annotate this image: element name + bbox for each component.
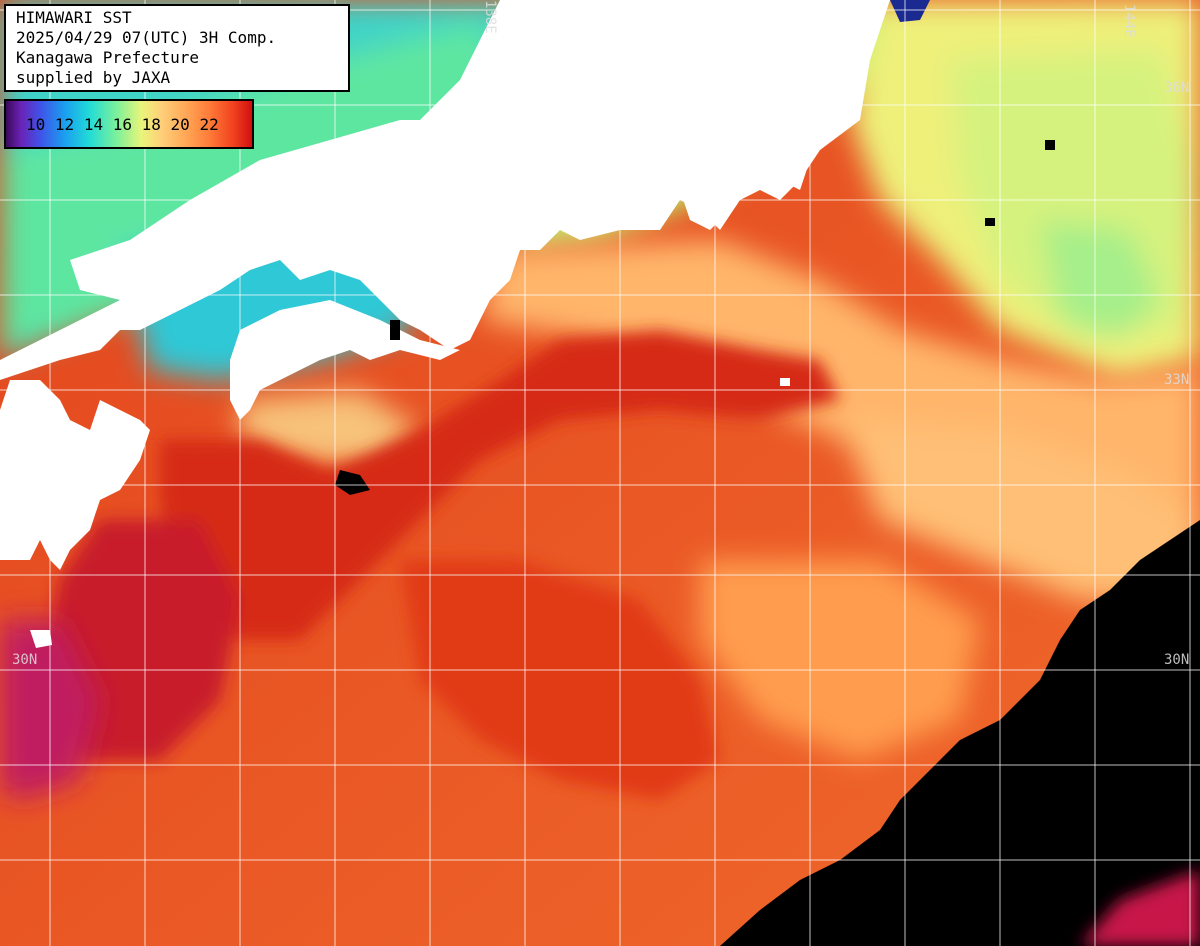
scale-gradient <box>6 101 252 147</box>
title-line-1: HIMAWARI SST <box>16 8 132 27</box>
scale-label-12: 12 <box>54 115 75 134</box>
label-30n-right: 30N <box>1164 652 1190 668</box>
label-33n: 33N <box>1164 372 1190 388</box>
title-line-3: Kanagawa Prefecture <box>16 48 200 67</box>
title-box: HIMAWARI SST 2025/04/29 07(UTC) 3H Comp.… <box>4 4 350 92</box>
scale-label-22: 22 <box>199 115 219 134</box>
label-138e: 138E <box>482 0 498 34</box>
dark-spots <box>335 0 1055 495</box>
label-144e: 144E <box>1121 4 1137 38</box>
title-line-4: supplied by JAXA <box>16 68 171 87</box>
scale-label-10: 10 <box>26 115 46 134</box>
label-36n: 36N <box>1164 80 1190 96</box>
label-30n-left: 30N <box>12 652 38 668</box>
boso-peninsula <box>780 140 810 190</box>
izu-peninsula <box>680 180 730 230</box>
kyushu <box>0 380 150 570</box>
shikoku <box>230 300 460 420</box>
title-line-2: 2025/04/29 07(UTC) 3H Comp. <box>16 28 277 47</box>
tanegashima <box>30 630 52 648</box>
temperature-color-scale: 10 12 14 16 18 20 22 <box>4 99 254 149</box>
island-hachijo <box>780 378 790 386</box>
scale-labels: 10 12 14 16 18 20 22 <box>26 115 219 134</box>
honshu <box>0 0 890 380</box>
scale-label-18: 18 <box>141 115 161 134</box>
no-data-region <box>720 520 1200 946</box>
scale-label-16: 16 <box>112 115 132 134</box>
scale-label-14: 14 <box>83 115 104 134</box>
scale-label-20: 20 <box>170 115 190 134</box>
land-masses <box>0 0 890 648</box>
